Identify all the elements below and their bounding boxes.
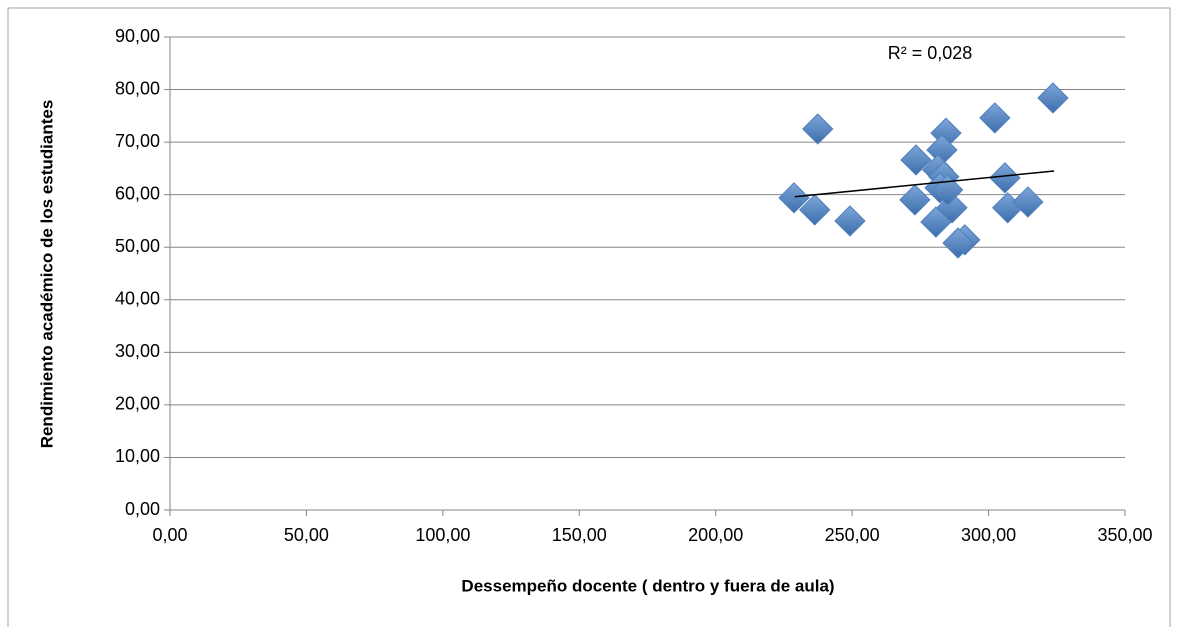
trendline <box>794 170 1055 198</box>
x-tick-label: 150,00 <box>552 525 607 545</box>
x-axis-title: Dessempeño docente ( dentro y fuera de a… <box>461 576 834 595</box>
point <box>778 182 810 214</box>
annotation: R² = 0,028 <box>888 43 973 63</box>
y-tick-label: 90,00 <box>115 26 160 46</box>
y-tick-label: 10,00 <box>115 446 160 466</box>
point <box>802 113 834 145</box>
point <box>1037 82 1069 114</box>
x-tick-label: 50,00 <box>284 525 329 545</box>
point <box>900 144 932 176</box>
x-tick-label: 250,00 <box>825 525 880 545</box>
y-tick-label: 0,00 <box>125 499 160 519</box>
y-tick-label: 30,00 <box>115 341 160 361</box>
point <box>942 227 974 259</box>
x-tick-label: 200,00 <box>688 525 743 545</box>
x-tick-label: 100,00 <box>415 525 470 545</box>
y-tick-label: 60,00 <box>115 183 160 203</box>
chart-border <box>7 7 1171 627</box>
point <box>899 184 931 216</box>
point <box>1012 186 1044 218</box>
x-tick-label: 350,00 <box>1097 525 1152 545</box>
x-tick-label: 0,00 <box>152 525 187 545</box>
y-tick-label: 40,00 <box>115 289 160 309</box>
point <box>979 102 1011 134</box>
x-tick-label: 300,00 <box>961 525 1016 545</box>
point <box>989 162 1021 194</box>
y-tick-label: 20,00 <box>115 394 160 414</box>
point <box>834 205 866 237</box>
y-axis-title: Rendimiento académico de los estudiantes <box>37 100 56 449</box>
y-tick-label: 50,00 <box>115 236 160 256</box>
y-tick-label: 80,00 <box>115 78 160 98</box>
y-tick-label: 70,00 <box>115 131 160 151</box>
point <box>799 194 831 226</box>
